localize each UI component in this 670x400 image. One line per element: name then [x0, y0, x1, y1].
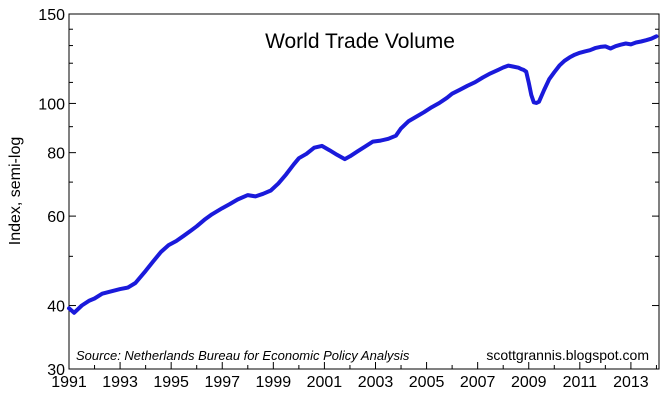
y-tick-label: 80: [47, 146, 65, 163]
x-tick-label: 2003: [358, 374, 394, 391]
credit-note: scottgrannis.blogspot.com: [486, 347, 649, 363]
axis-ticks: [68, 13, 659, 370]
y-tick-label: 40: [47, 299, 65, 316]
plot-area: [68, 13, 660, 370]
x-tick-label: 2005: [409, 374, 445, 391]
x-tick-label: 2007: [460, 374, 496, 391]
source-note: Source: Netherlands Bureau for Economic …: [76, 348, 410, 363]
axis-tick-labels: 30 40 60 80 100 150 1991 1993 1995 1997 1999 2001 20…: [38, 7, 649, 391]
y-tick-label: 100: [38, 96, 65, 113]
y-tick-label: 60: [47, 209, 65, 226]
chart-title: World Trade Volume: [265, 30, 455, 53]
x-tick-label: 1991: [51, 374, 87, 391]
x-tick-label: 1995: [153, 374, 189, 391]
x-tick-label: 2009: [511, 374, 547, 391]
y-tick-label: 150: [38, 7, 65, 24]
series-line-world-trade-volume: [67, 34, 659, 315]
y-axis-label: Index, semi-log: [7, 137, 24, 246]
x-tick-label: 1997: [204, 374, 240, 391]
x-tick-label: 2001: [307, 374, 343, 391]
y-tick-label: 30: [47, 362, 65, 379]
x-tick-label: 1993: [102, 374, 138, 391]
x-tick-label: 2011: [563, 374, 598, 391]
x-tick-label: 2013: [613, 374, 649, 391]
x-tick-label: 1999: [256, 374, 292, 391]
